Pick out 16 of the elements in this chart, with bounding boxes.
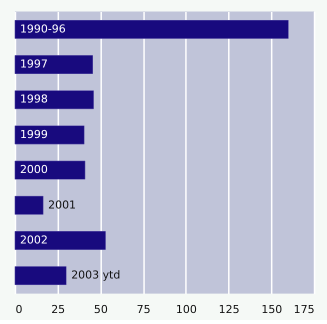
- x-tick-label: 100: [176, 303, 197, 316]
- x-tick-label: 0: [15, 303, 22, 316]
- y-tick-label: 1998: [20, 92, 48, 106]
- y-tick-label: 1997: [20, 58, 48, 71]
- x-tick-label: 75: [136, 303, 151, 316]
- x-tick-label: 150: [261, 303, 282, 316]
- y-tick-label: 2002: [20, 233, 48, 246]
- y-tick-label: 2001: [48, 198, 76, 212]
- x-tick-label: 175: [294, 303, 315, 316]
- y-tick-label: 1999: [20, 128, 48, 141]
- y-tick-label: 2003 ytd: [71, 268, 120, 282]
- y-tick-label: 1990-96: [20, 22, 66, 36]
- x-tick-label: 125: [218, 303, 240, 316]
- x-tick-label: 50: [94, 303, 108, 316]
- x-tick-label: 25: [51, 303, 66, 316]
- y-tick-label: 2000: [20, 163, 48, 176]
